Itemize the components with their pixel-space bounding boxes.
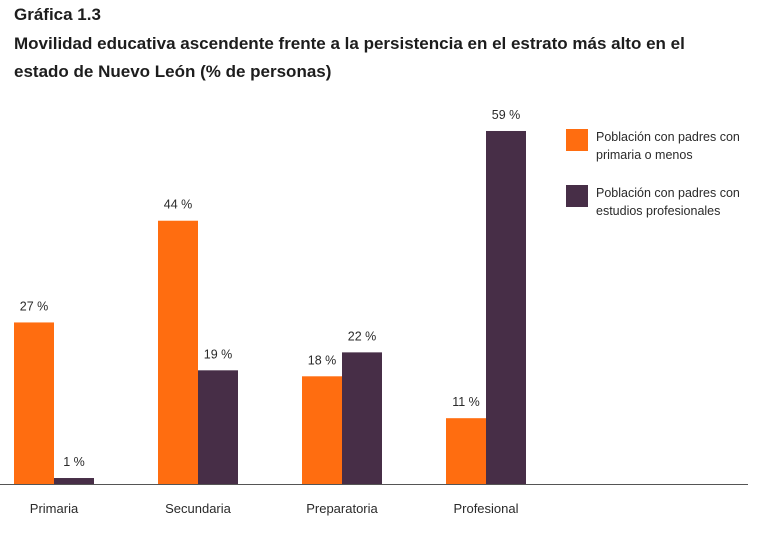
legend-item-series-1: Población con padres con primaria o meno…	[566, 128, 756, 164]
chart-legend: Población con padres con primaria o meno…	[566, 128, 756, 240]
legend-swatch-series-2	[566, 185, 588, 207]
bar-secundaria-series-2	[198, 370, 238, 484]
legend-swatch-series-1	[566, 129, 588, 151]
category-label-preparatoria: Preparatoria	[306, 501, 378, 516]
bar-primaria-series-2	[54, 478, 94, 484]
data-label-primaria-series-1: 27 %	[20, 299, 49, 313]
chart-heading: Gráfica 1.3 Movilidad educativa ascenden…	[14, 4, 744, 86]
bar-secundaria-series-1	[158, 220, 198, 484]
data-label-profesional-series-1: 11 %	[452, 395, 480, 409]
category-label-profesional: Profesional	[453, 501, 518, 516]
bar-preparatoria-series-1	[302, 376, 342, 484]
data-label-profesional-series-2: 59 %	[492, 108, 521, 122]
data-label-preparatoria-series-1: 18 %	[308, 353, 337, 367]
chart-title: Movilidad educativa ascendente frente a …	[14, 34, 685, 81]
bar-profesional-series-1	[446, 418, 486, 484]
data-label-preparatoria-series-2: 22 %	[348, 329, 377, 343]
bar-preparatoria-series-2	[342, 352, 382, 484]
data-label-secundaria-series-1: 44 %	[164, 198, 193, 212]
data-label-secundaria-series-2: 19 %	[204, 347, 233, 361]
bar-profesional-series-2	[486, 130, 526, 484]
legend-label-series-1: Población con padres con primaria o meno…	[596, 130, 740, 162]
bar-primaria-series-1	[14, 322, 54, 484]
category-label-primaria: Primaria	[30, 501, 79, 516]
legend-label-series-2: Población con padres con estudios profes…	[596, 186, 740, 218]
data-label-primaria-series-2: 1 %	[63, 455, 85, 469]
category-label-secundaria: Secundaria	[165, 501, 232, 516]
legend-item-series-2: Población con padres con estudios profes…	[566, 184, 756, 220]
figure-label: Gráfica 1.3	[14, 5, 101, 24]
